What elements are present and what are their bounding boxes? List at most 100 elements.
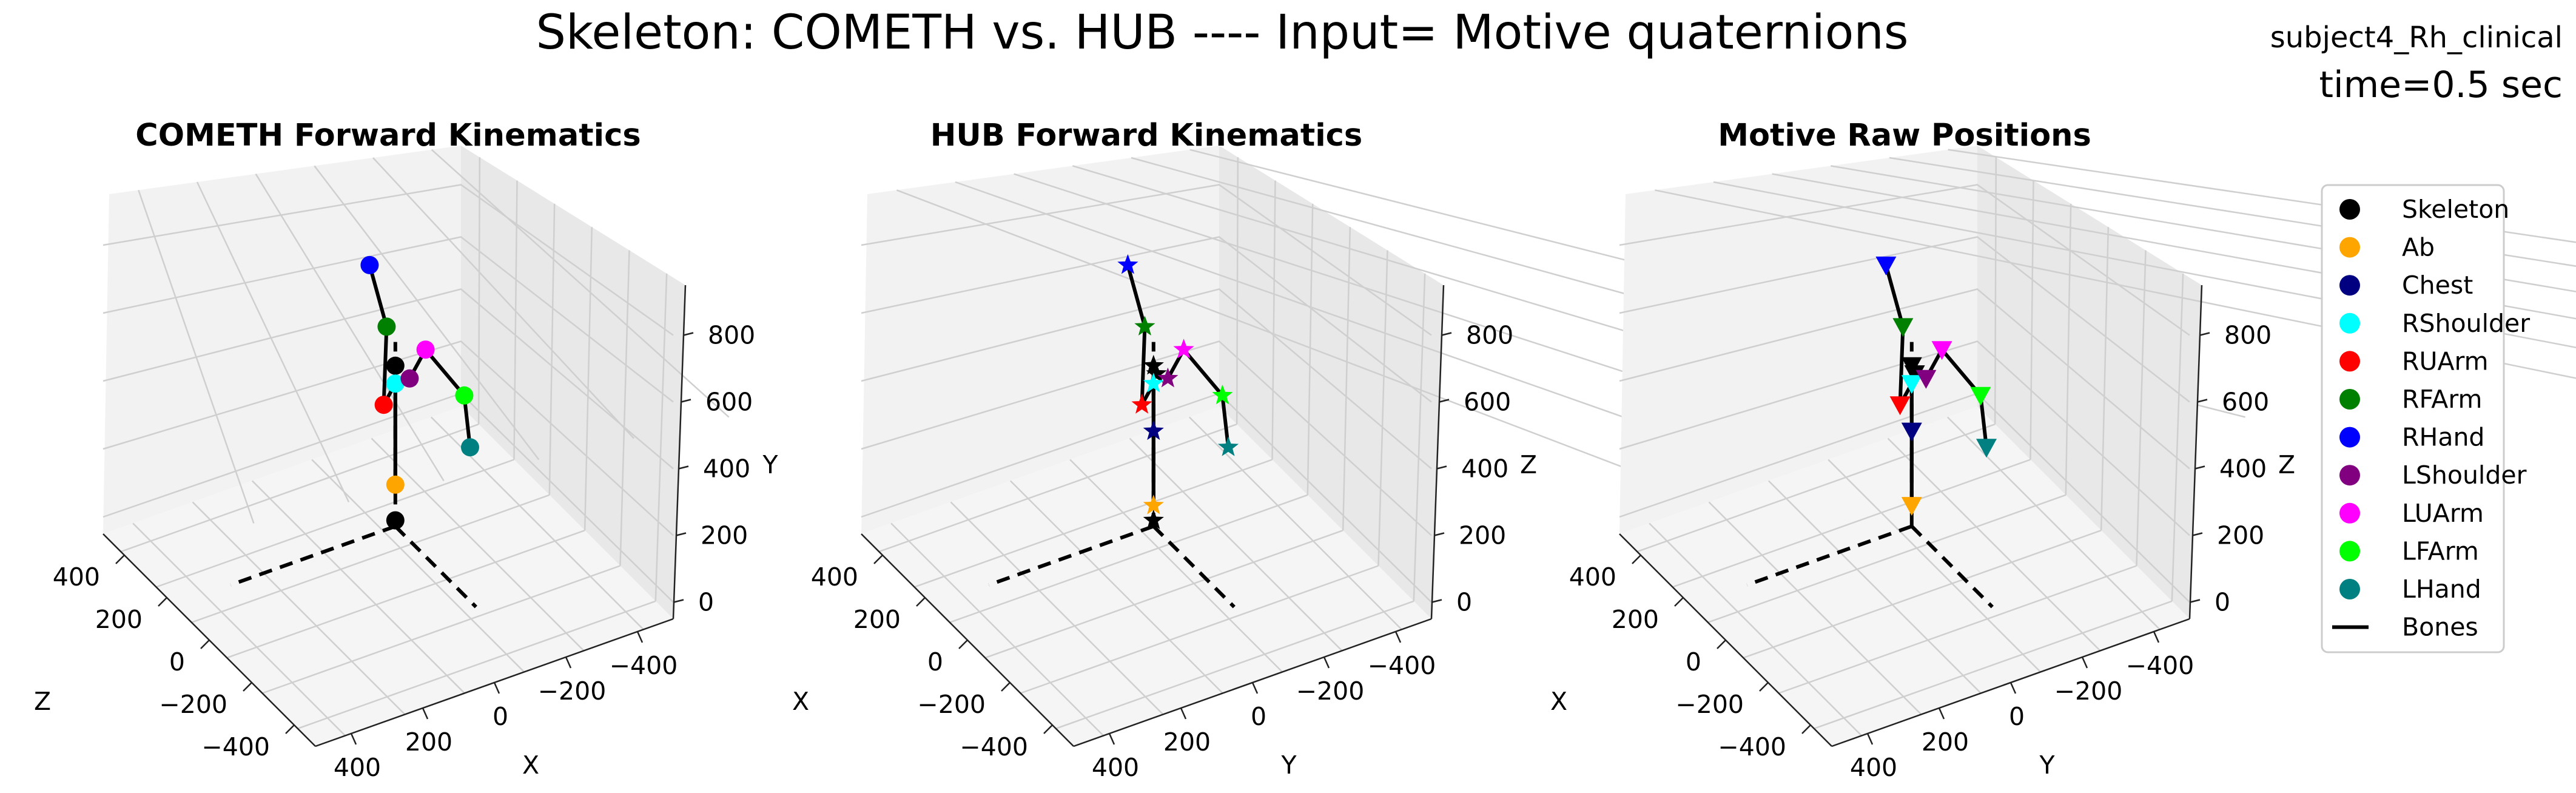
- marker-lhand: [461, 438, 479, 457]
- axis-label-front-right: Y: [2039, 751, 2055, 780]
- grid-height: [103, 236, 674, 403]
- bone: [1182, 348, 1225, 397]
- tick-label: 200: [1163, 727, 1211, 757]
- marker-rhand: [1875, 256, 1897, 275]
- tick-label: 600: [705, 388, 753, 417]
- tick-label: 0: [698, 588, 714, 617]
- grid-right-vert: [2030, 180, 2034, 460]
- legend-label: LFArm: [2402, 536, 2479, 565]
- grid-right-vert: [2171, 273, 2184, 601]
- legend-items: Skeleton Ab Chest RShoulder RUArm RFArm RHand L…: [2332, 195, 2530, 642]
- floor-pane: [1619, 407, 2190, 746]
- tick-label: 200: [1459, 521, 1506, 550]
- legend-label: LHand: [2402, 575, 2481, 604]
- tick-label: 800: [1466, 321, 1513, 350]
- panel-title: COMETH Forward Kinematics: [135, 118, 641, 154]
- tick-label: 400: [703, 454, 750, 484]
- marker-lshoulder: [1157, 367, 1179, 388]
- tick-mark: [1431, 599, 1442, 603]
- marker-skeleton: [386, 511, 405, 530]
- gridlines: [103, 149, 730, 737]
- tick-label: −200: [1675, 690, 1744, 719]
- tick-label: 0: [1686, 647, 1701, 677]
- tick-label: 400: [334, 753, 381, 782]
- tick-mark: [1434, 532, 1445, 536]
- grid-height: [103, 184, 674, 336]
- tick-label: 200: [853, 605, 901, 634]
- grid-left-vert: [1889, 157, 2576, 267]
- legend-label: RHand: [2402, 423, 2484, 452]
- legend-marker-lhand: [2339, 579, 2360, 599]
- tick-label: 400: [1569, 562, 1616, 592]
- tick-mark: [200, 639, 210, 649]
- legend-label: Chest: [2402, 271, 2473, 300]
- legend: Skeleton Ab Chest RShoulder RUArm RFArm RHand L…: [2321, 184, 2530, 653]
- marker-ruarm: [1889, 396, 1911, 416]
- tick-label: 0: [2214, 588, 2230, 617]
- marker-lfarm: [1212, 384, 1233, 405]
- tick-label: 400: [1850, 753, 1897, 782]
- axis-label-front-left: Z: [34, 687, 51, 716]
- tick-label: 0: [927, 647, 943, 677]
- tick-mark: [2081, 656, 2088, 669]
- marker-rfarm: [377, 317, 396, 336]
- legend-marker-lfarm: [2339, 541, 2360, 562]
- legend-label: RFArm: [2402, 385, 2482, 414]
- tick-label: −400: [2126, 651, 2194, 680]
- tick-label: 0: [493, 702, 508, 731]
- tick-mark: [115, 555, 125, 564]
- tick-mark: [1439, 399, 1450, 403]
- tick-label: 400: [1092, 753, 1139, 782]
- panel-1: COMETH Forward Kinematics4002000−200−400…: [34, 118, 779, 782]
- tick-mark: [2199, 332, 2210, 336]
- tick-mark: [2009, 682, 2017, 694]
- figure-title: Skeleton: COMETH vs. HUB ---- Input= Mot…: [536, 5, 1909, 60]
- marker-skeleton: [1143, 354, 1164, 375]
- legend-marker-rshoulder: [2339, 312, 2360, 334]
- marker-lfarm: [1970, 386, 1991, 406]
- panel-title: Motive Raw Positions: [1718, 118, 2091, 154]
- markers: [1875, 256, 1997, 516]
- legend-marker-luarm: [2339, 502, 2360, 524]
- marker-rshoulder: [386, 374, 405, 393]
- tick-label: −400: [1368, 651, 1436, 680]
- legend-label: LShoulder: [2402, 461, 2527, 490]
- grid-left-vert: [1831, 165, 2576, 292]
- axis-label-front-left: X: [1550, 687, 1567, 716]
- marker-luarm: [1173, 339, 1194, 359]
- panel-title: HUB Forward Kinematics: [930, 118, 1363, 154]
- marker-lshoulder: [400, 369, 419, 388]
- legend-label: RUArm: [2402, 346, 2489, 376]
- grid-right-vert: [1994, 157, 1997, 425]
- grid-height: [861, 236, 1432, 403]
- tick-mark: [873, 555, 883, 564]
- legend-marker-rfarm: [2339, 389, 2360, 410]
- marker-chest: [1901, 422, 1922, 442]
- marker-lshoulder: [1915, 370, 1937, 389]
- legend-marker-lshoulder: [2339, 465, 2360, 486]
- bone: [382, 325, 389, 407]
- marker-ruarm: [1131, 394, 1152, 414]
- bone: [1979, 393, 1988, 450]
- tick-label: −200: [159, 690, 227, 719]
- grid-right-vert: [654, 273, 668, 601]
- grid-left-vert: [255, 174, 445, 482]
- tick-label: 600: [1464, 388, 1511, 417]
- left-pane: [1619, 146, 1977, 534]
- grid-left-vert: [431, 149, 730, 418]
- tick-label: −200: [917, 690, 986, 719]
- tick-label: 400: [53, 562, 100, 592]
- grid-height: [861, 288, 1432, 470]
- tick-label: −400: [1718, 732, 1786, 761]
- tick-label: −400: [201, 732, 270, 761]
- bone: [368, 263, 389, 329]
- marker-chest: [1143, 420, 1164, 440]
- marker-rfarm: [1134, 316, 1155, 336]
- legend-marker-ruarm: [2339, 351, 2360, 372]
- marker-lfarm: [455, 386, 474, 405]
- time-label: time=0.5 sec: [2319, 64, 2563, 106]
- tick-mark: [2194, 465, 2205, 470]
- tick-mark: [1674, 597, 1684, 607]
- marker-ab: [1901, 497, 1922, 516]
